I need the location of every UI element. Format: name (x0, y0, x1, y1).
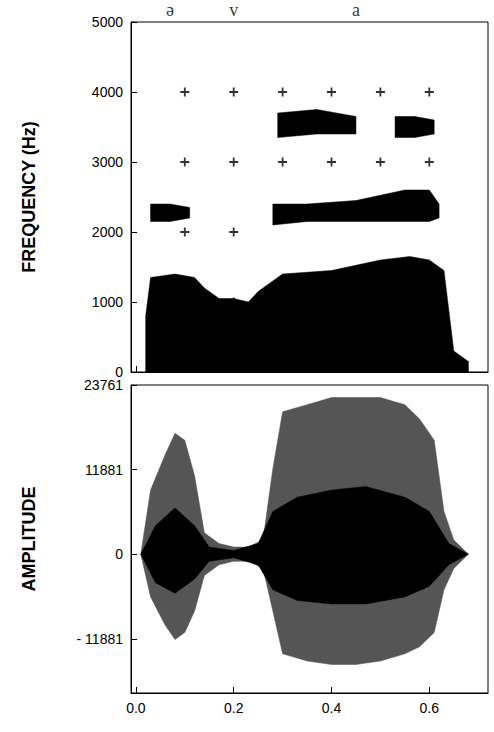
svg-text:a: a (352, 0, 360, 20)
svg-text:0.6: 0.6 (420, 700, 440, 716)
svg-text:AMPLITUDE: AMPLITUDE (19, 487, 39, 592)
svg-text:0: 0 (115, 546, 123, 562)
svg-text:2000: 2000 (92, 224, 123, 240)
svg-text:0.2: 0.2 (224, 700, 244, 716)
svg-text:3000: 3000 (92, 154, 123, 170)
svg-text:FREQUENCY (Hz): FREQUENCY (Hz) (19, 121, 39, 273)
svg-text:4000: 4000 (92, 84, 123, 100)
svg-text:0.0: 0.0 (126, 700, 146, 716)
svg-text:0.4: 0.4 (322, 700, 342, 716)
svg-text:0: 0 (115, 364, 123, 380)
svg-text:ə: ə (166, 0, 174, 20)
svg-text:23761: 23761 (84, 377, 123, 393)
svg-text:- 11881: - 11881 (77, 631, 124, 647)
svg-text:5000: 5000 (92, 14, 123, 30)
svg-text:11881: 11881 (85, 462, 123, 478)
svg-text:v: v (229, 0, 238, 20)
svg-text:1000: 1000 (92, 294, 123, 310)
